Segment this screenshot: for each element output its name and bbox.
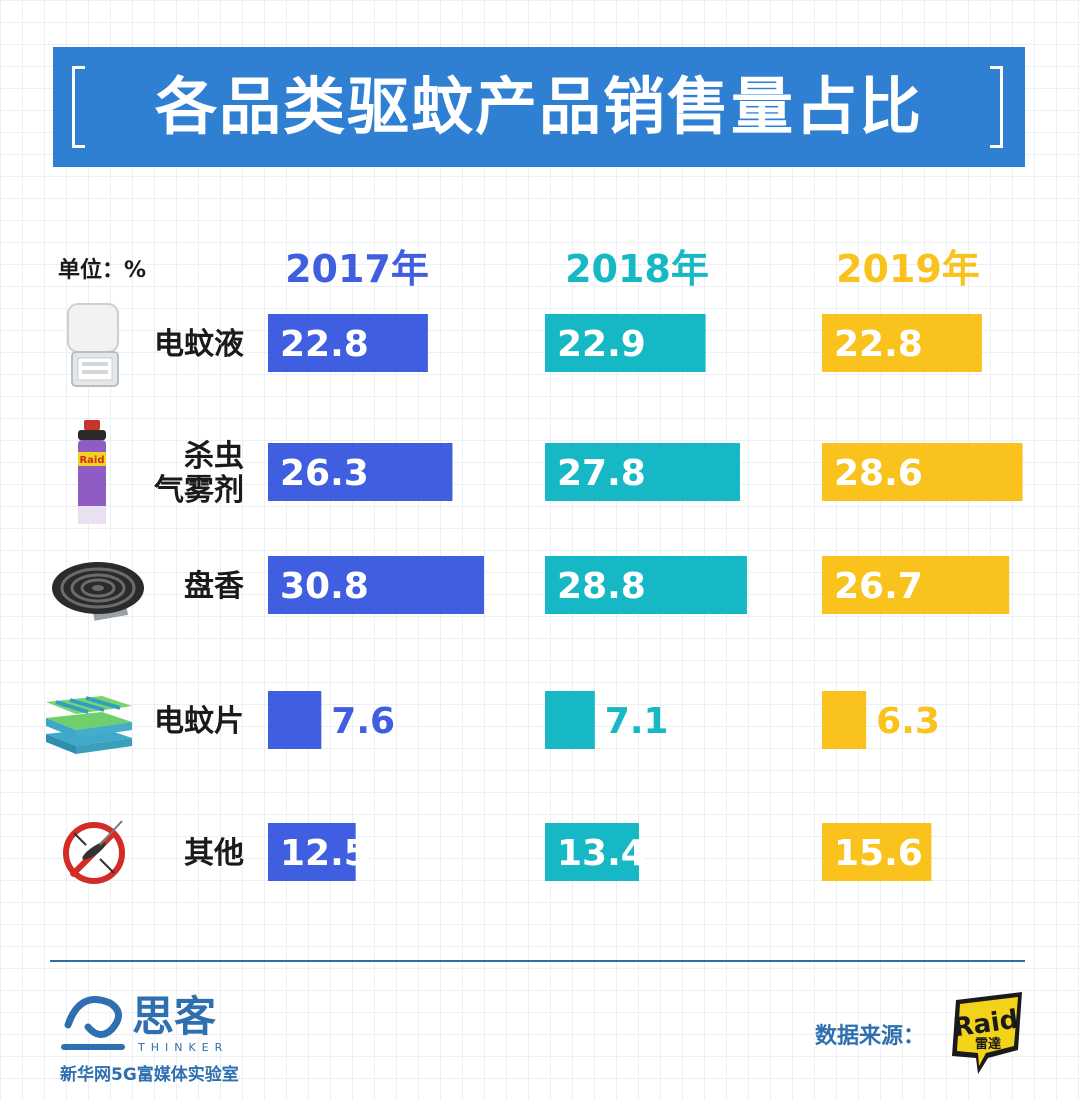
- year-header-2017: 2017年: [285, 247, 429, 291]
- bar-label-0-3: 7.6: [331, 701, 395, 742]
- bar-1-0: [545, 314, 706, 372]
- bar-label-2-0: 22.8: [834, 324, 923, 365]
- bar-label-0-1: 26.3: [280, 453, 369, 494]
- bar-1-2: [545, 556, 747, 614]
- mosquito-mat-stack-icon: [46, 696, 132, 754]
- bar-2-0: [822, 314, 982, 372]
- bar-label-2-2: 26.7: [834, 566, 923, 607]
- bar-2-4: [822, 823, 932, 881]
- thinker-logo: 思客 THINKER: [61, 992, 228, 1054]
- bar-2-3: [822, 691, 867, 749]
- bar-label-0-2: 30.8: [280, 566, 369, 607]
- bar-label-2-4: 15.6: [834, 833, 923, 874]
- no-mosquito-icon: [63, 820, 125, 884]
- category-label-3: 电蚊片: [154, 704, 244, 739]
- raid-logo: Raid 雷達: [952, 992, 1022, 1074]
- bar-0-2: [268, 556, 484, 614]
- bar-label-1-0: 22.9: [557, 324, 646, 365]
- bar-label-0-4: 12.5: [280, 833, 369, 874]
- bar-label-1-3: 7.1: [605, 701, 669, 742]
- year-header-2018: 2018年: [565, 247, 709, 291]
- bar-1-3: [545, 691, 595, 749]
- plug-in-vaporizer-icon: [67, 303, 119, 387]
- raid-aerosol-can-icon: Raid: [78, 420, 106, 524]
- logo-caption: 新华网5G富媒体实验室: [60, 1065, 239, 1085]
- bar-0-4: [268, 823, 356, 881]
- category-label-2: 盘香: [184, 569, 244, 604]
- category-label-4: 其他: [184, 836, 244, 871]
- bar-label-1-1: 27.8: [557, 453, 646, 494]
- title-banner: [53, 47, 1025, 167]
- bar-2-2: [822, 556, 1010, 614]
- bar-label-2-1: 28.6: [834, 453, 923, 494]
- category-label-1: 杀虫气雾剂: [154, 439, 244, 508]
- left-bracket: [72, 66, 85, 148]
- svg-text:Raid: Raid: [79, 455, 104, 466]
- logo-subtext: THINKER: [137, 1041, 228, 1054]
- bar-label-1-4: 13.4: [557, 833, 646, 874]
- bar-label-0-0: 22.8: [280, 324, 369, 365]
- bar-label-2-3: 6.3: [876, 701, 940, 742]
- raid-logo-subtext: 雷達: [975, 1036, 1001, 1052]
- bar-2-1: [822, 443, 1023, 501]
- logo-text: 思客: [132, 992, 216, 1041]
- bar-label-1-2: 28.8: [557, 566, 646, 607]
- bar-0-3: [268, 691, 322, 749]
- unit-label: 单位：%: [58, 258, 147, 283]
- bar-1-1: [545, 443, 740, 501]
- bar-1-4: [545, 823, 639, 881]
- category-label-0: 电蚊液: [154, 327, 244, 362]
- page-title: 各品类驱蚊产品销售量占比: [154, 70, 923, 143]
- bar-0-0: [268, 314, 428, 372]
- right-bracket: [990, 66, 1003, 148]
- mosquito-coil-icon: [52, 562, 144, 621]
- footer-divider: [50, 960, 1025, 962]
- source-label: 数据来源：: [815, 1024, 926, 1049]
- bar-0-1: [268, 443, 453, 501]
- year-header-2019: 2019年: [836, 247, 980, 291]
